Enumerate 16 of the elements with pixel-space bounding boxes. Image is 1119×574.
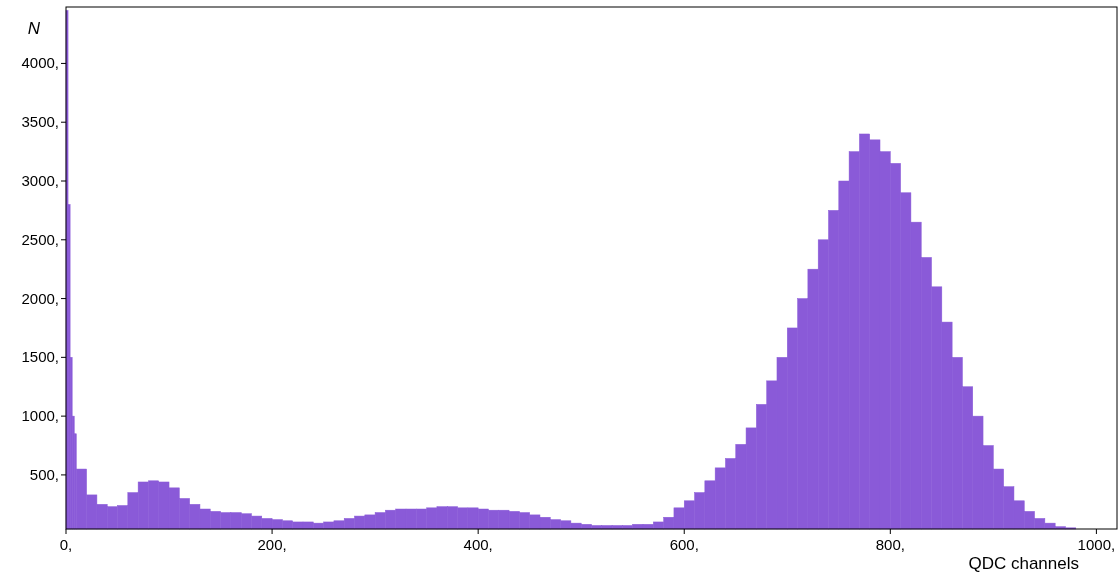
y-tick-label: 4000, [21,54,59,72]
y-axis-title: N [27,19,41,38]
y-tick-label: 2000, [21,289,59,307]
x-tick-label: 0, [59,536,73,553]
y-tick-label: 500, [29,465,59,483]
y-tick-label: 1000, [21,407,59,425]
y-tick-label: 3500, [21,113,59,131]
y-tick-label: 3000, [21,172,59,189]
x-tick-label: 1000, [1077,536,1116,553]
x-axis-title: QDC channels [968,554,1079,573]
x-tick-label: 600, [669,536,699,553]
x-tick-label: 200, [257,536,287,553]
x-tick-label: 800, [875,536,905,553]
y-tick-label: 1500, [21,348,59,366]
y-tick-label: 2500, [21,230,59,248]
x-tick-label: 400, [463,536,493,553]
